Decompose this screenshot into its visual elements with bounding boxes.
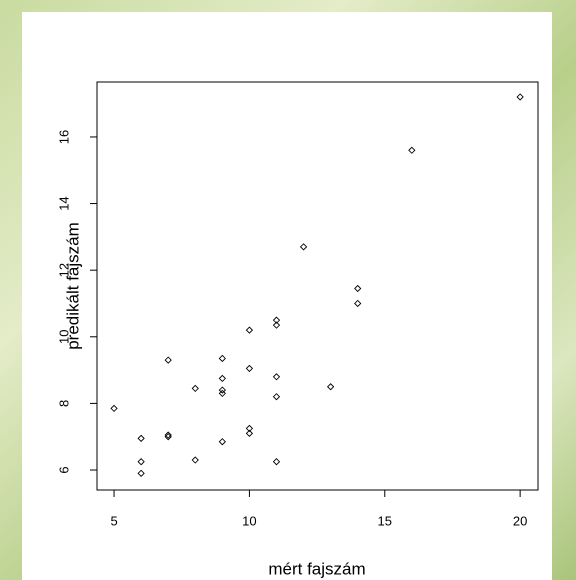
point (272, 321, 281, 329)
x-tick-label: 20 (513, 513, 527, 528)
point (218, 389, 226, 398)
point (245, 424, 254, 433)
point (164, 431, 172, 439)
panel (22, 12, 552, 580)
y-tick-label: 10 (56, 330, 71, 344)
point (110, 404, 118, 413)
point (245, 364, 254, 373)
plot-box (96, 81, 539, 491)
point (326, 383, 335, 391)
point (218, 374, 226, 383)
point (516, 93, 524, 101)
y-tick-label: 14 (56, 196, 71, 210)
point (272, 393, 281, 401)
x-tick-label: 10 (242, 513, 256, 528)
y-tick-label: 8 (56, 400, 71, 407)
point (272, 373, 281, 381)
point (408, 146, 416, 154)
point (272, 458, 281, 466)
point (272, 316, 281, 324)
point (137, 434, 145, 443)
point (137, 469, 145, 477)
x-axis-label: mért fajszám (268, 559, 365, 578)
point (137, 458, 145, 466)
point (245, 429, 254, 438)
point (218, 386, 226, 394)
point (354, 284, 362, 293)
point (245, 326, 254, 334)
point (164, 356, 172, 364)
x-tick-label: 5 (110, 513, 117, 528)
y-tick-label: 6 (56, 466, 71, 473)
point (218, 438, 226, 446)
point (354, 299, 362, 308)
y-tick-label: 16 (56, 130, 71, 144)
point (191, 456, 199, 464)
point (299, 243, 308, 251)
y-axis-label: predikált fajszám (63, 222, 82, 350)
point (218, 354, 226, 363)
y-tick-label: 12 (56, 263, 71, 277)
point (191, 384, 199, 393)
x-tick-label: 15 (378, 513, 392, 528)
point (164, 433, 172, 441)
